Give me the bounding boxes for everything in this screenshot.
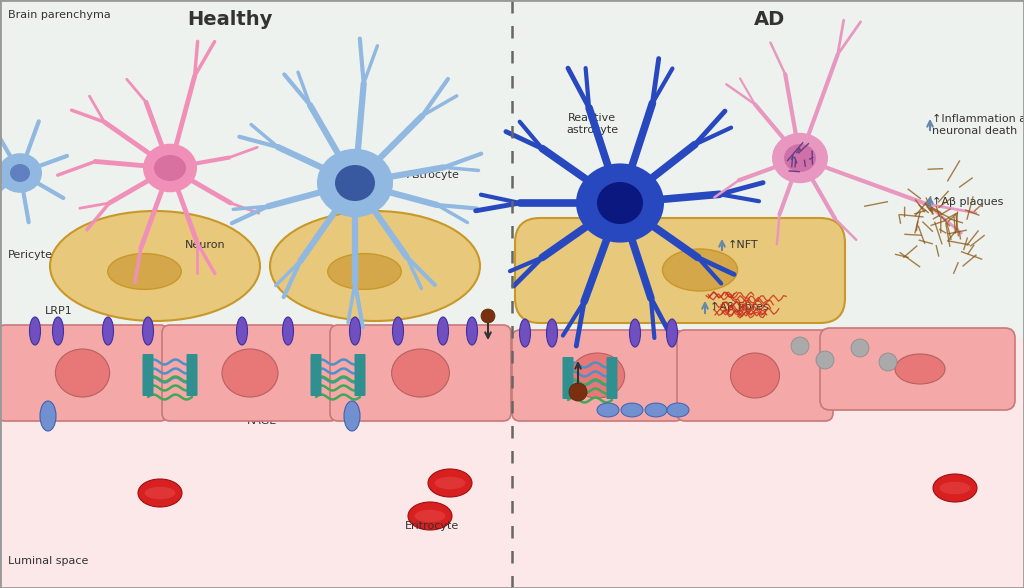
Ellipse shape — [317, 149, 393, 217]
Ellipse shape — [283, 317, 294, 345]
Ellipse shape — [108, 253, 181, 289]
Ellipse shape — [597, 403, 618, 417]
FancyBboxPatch shape — [162, 325, 338, 421]
Ellipse shape — [55, 349, 110, 397]
Text: Endothelial
cell: Endothelial cell — [8, 360, 71, 382]
Ellipse shape — [30, 317, 41, 345]
FancyBboxPatch shape — [0, 325, 168, 421]
Ellipse shape — [0, 153, 42, 193]
Ellipse shape — [630, 319, 640, 347]
Circle shape — [851, 339, 869, 357]
Text: Luminal space: Luminal space — [8, 556, 88, 566]
Text: MMP-9: MMP-9 — [831, 358, 869, 368]
Text: Eritrocyte: Eritrocyte — [406, 521, 459, 531]
Ellipse shape — [519, 319, 530, 347]
Ellipse shape — [154, 155, 186, 181]
Ellipse shape — [142, 317, 154, 345]
Ellipse shape — [50, 211, 260, 321]
Circle shape — [481, 309, 495, 323]
FancyBboxPatch shape — [330, 325, 511, 421]
Text: Neuron: Neuron — [185, 240, 225, 250]
FancyBboxPatch shape — [142, 354, 154, 396]
FancyBboxPatch shape — [0, 0, 1024, 338]
Circle shape — [569, 383, 587, 401]
Ellipse shape — [144, 487, 175, 499]
Text: ZO-1: ZO-1 — [195, 365, 222, 375]
Ellipse shape — [597, 182, 643, 224]
Ellipse shape — [940, 482, 971, 495]
Ellipse shape — [52, 317, 63, 345]
FancyBboxPatch shape — [515, 218, 845, 323]
Ellipse shape — [547, 319, 557, 347]
Ellipse shape — [645, 403, 667, 417]
Text: Healthy: Healthy — [187, 10, 272, 29]
Text: ↑NFT: ↑NFT — [728, 240, 759, 250]
FancyBboxPatch shape — [677, 330, 833, 421]
Text: ↑Aβ fibres: ↑Aβ fibres — [710, 302, 769, 312]
Ellipse shape — [933, 474, 977, 502]
Ellipse shape — [663, 249, 737, 291]
Circle shape — [791, 337, 809, 355]
Text: Reactive
astrocyte: Reactive astrocyte — [566, 113, 618, 135]
Ellipse shape — [143, 143, 197, 192]
Ellipse shape — [621, 403, 643, 417]
Text: Astrocyte: Astrocyte — [407, 170, 460, 180]
Ellipse shape — [328, 253, 401, 289]
Text: RAGE: RAGE — [247, 416, 278, 426]
Text: Aβ: Aβ — [588, 391, 603, 401]
Ellipse shape — [335, 165, 375, 201]
FancyBboxPatch shape — [0, 338, 1024, 588]
Ellipse shape — [344, 401, 360, 431]
FancyBboxPatch shape — [820, 328, 1015, 410]
Ellipse shape — [102, 317, 114, 345]
Ellipse shape — [784, 144, 816, 172]
Ellipse shape — [392, 317, 403, 345]
FancyBboxPatch shape — [354, 354, 366, 396]
Ellipse shape — [40, 401, 56, 431]
Text: AD: AD — [755, 10, 785, 29]
FancyBboxPatch shape — [186, 354, 198, 396]
FancyBboxPatch shape — [562, 357, 573, 399]
Ellipse shape — [138, 479, 182, 507]
Ellipse shape — [570, 353, 625, 398]
Text: Occludin: Occludin — [298, 355, 347, 365]
Ellipse shape — [772, 133, 828, 183]
Text: ↑Inflammation and
neuronal death: ↑Inflammation and neuronal death — [932, 114, 1024, 136]
Ellipse shape — [895, 354, 945, 384]
Ellipse shape — [237, 317, 248, 345]
Ellipse shape — [467, 317, 477, 345]
Text: Brain parenchyma: Brain parenchyma — [8, 10, 111, 20]
Ellipse shape — [667, 319, 678, 347]
Text: MMP-2: MMP-2 — [865, 341, 902, 351]
FancyBboxPatch shape — [606, 357, 617, 399]
Ellipse shape — [730, 353, 779, 398]
FancyBboxPatch shape — [512, 330, 683, 421]
Ellipse shape — [434, 477, 465, 489]
Circle shape — [879, 353, 897, 371]
Circle shape — [816, 351, 834, 369]
Ellipse shape — [222, 349, 278, 397]
Text: Claudin-5: Claudin-5 — [300, 378, 353, 388]
Text: LRP1: LRP1 — [45, 306, 73, 316]
Text: ↑Aβ plaques: ↑Aβ plaques — [932, 197, 1004, 207]
Ellipse shape — [428, 469, 472, 497]
Ellipse shape — [10, 164, 30, 182]
Ellipse shape — [667, 403, 689, 417]
Ellipse shape — [415, 510, 445, 522]
FancyBboxPatch shape — [310, 354, 322, 396]
Ellipse shape — [391, 349, 450, 397]
Text: Pericyte: Pericyte — [8, 250, 53, 260]
Ellipse shape — [270, 211, 480, 321]
Ellipse shape — [349, 317, 360, 345]
Ellipse shape — [408, 502, 452, 530]
Ellipse shape — [437, 317, 449, 345]
Ellipse shape — [575, 163, 664, 243]
